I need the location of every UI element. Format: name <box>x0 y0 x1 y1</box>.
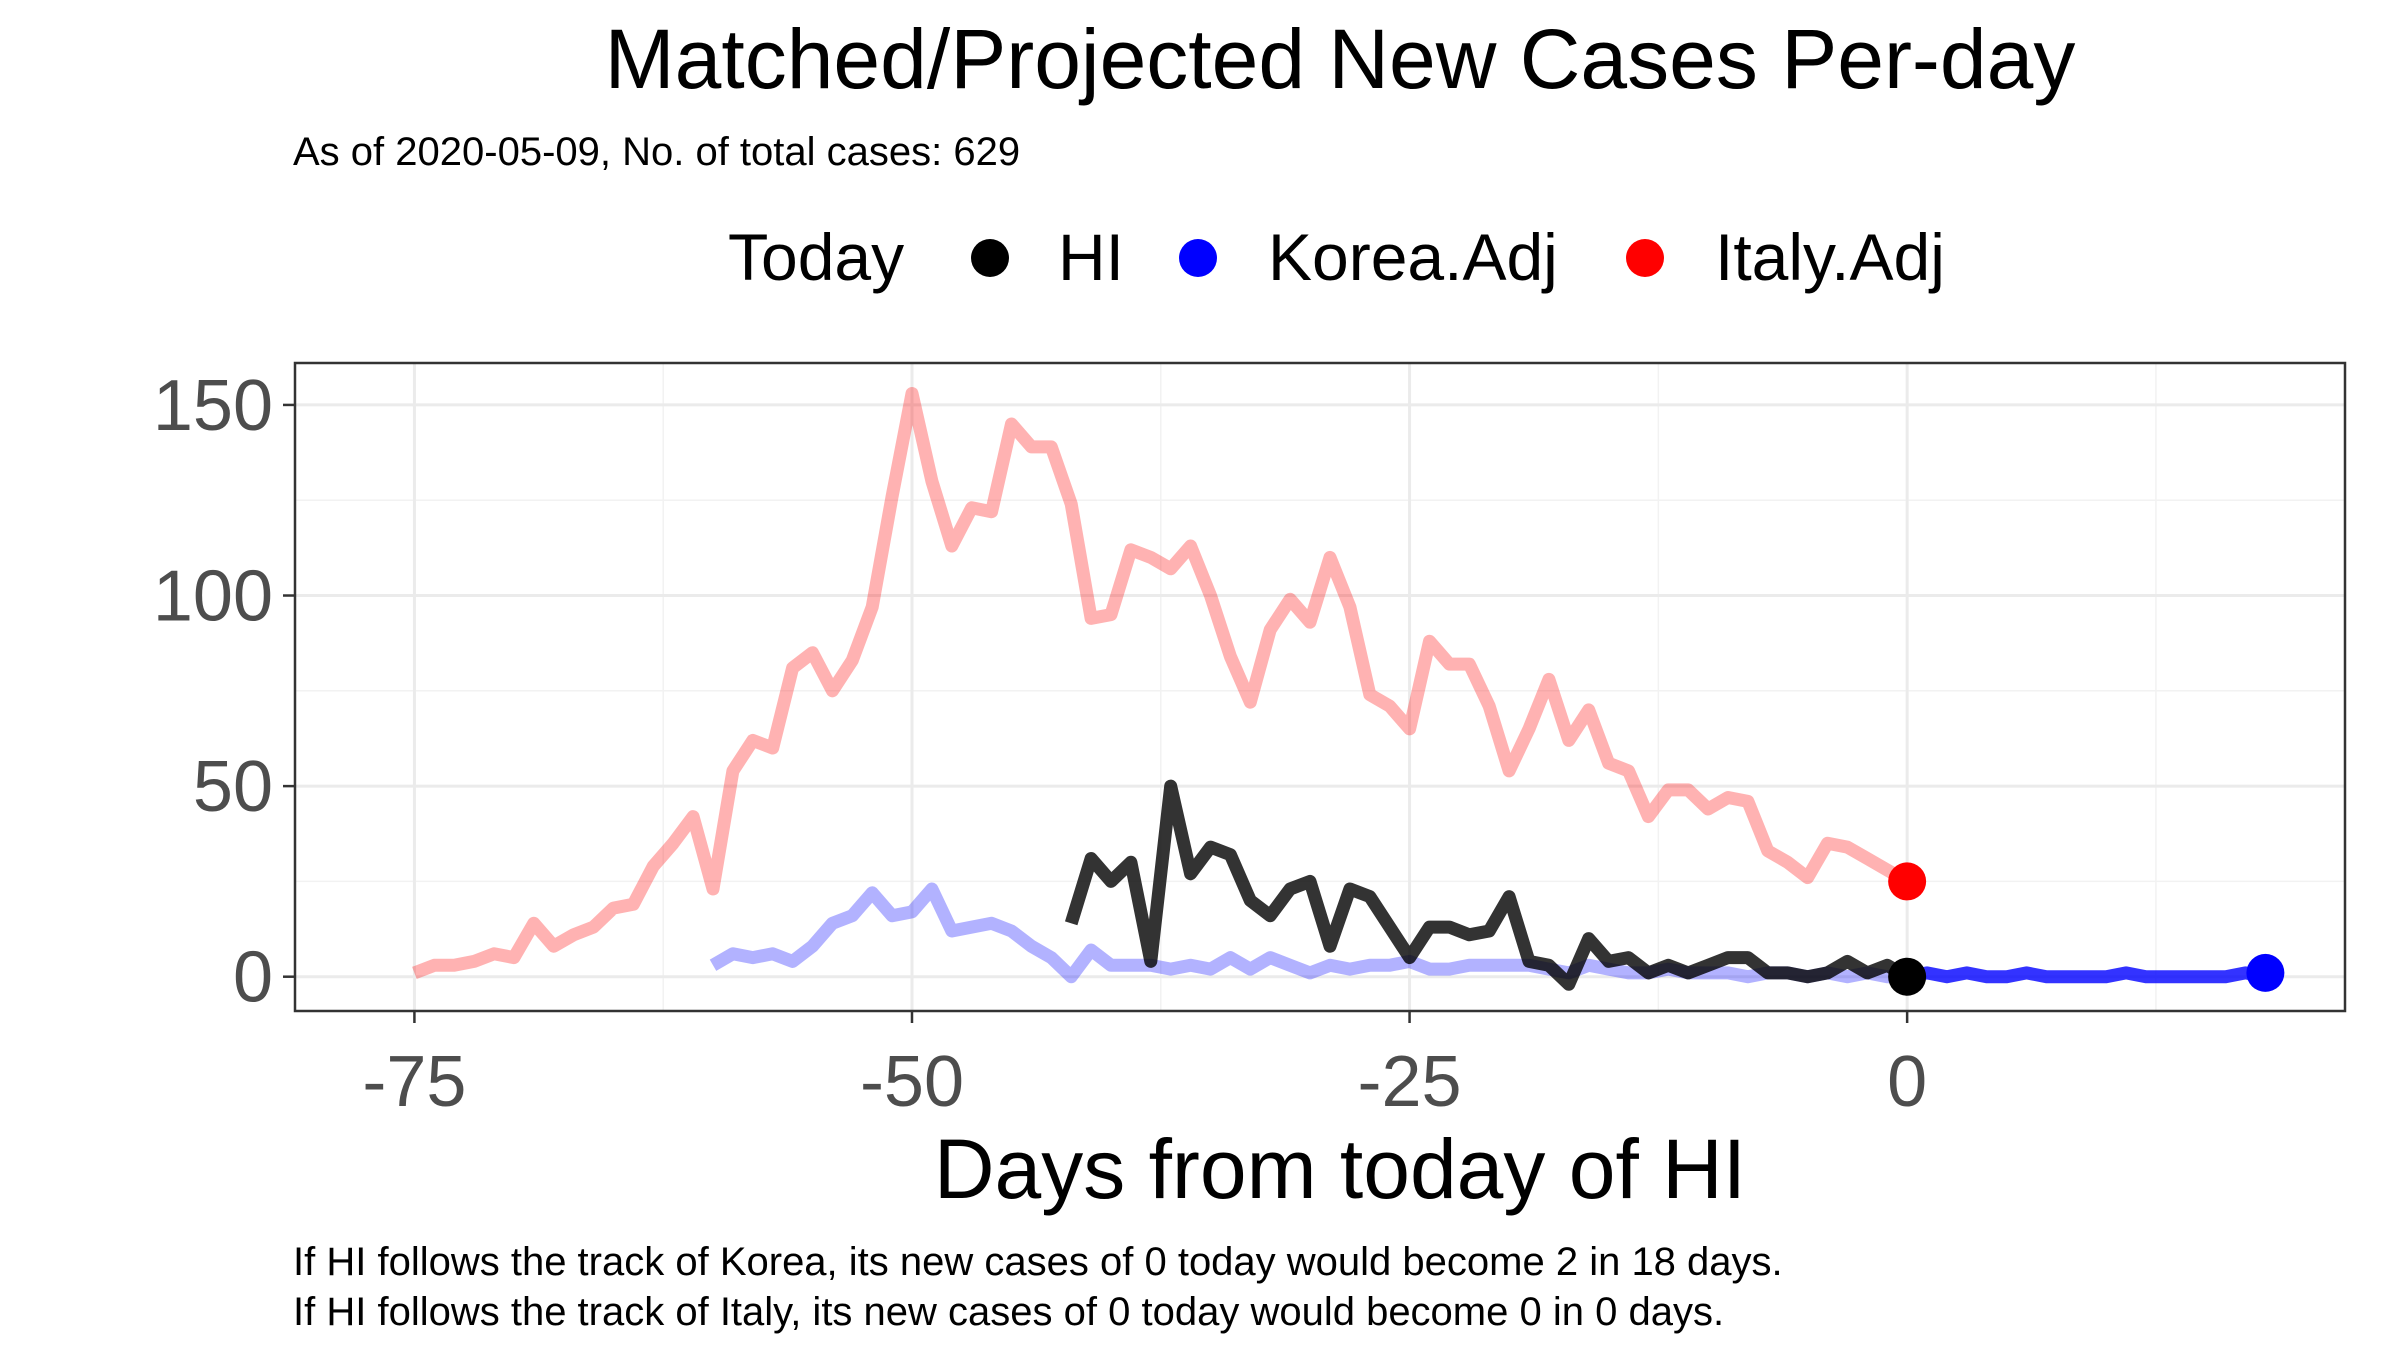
chart-subtitle: As of 2020-05-09, No. of total cases: 62… <box>293 130 1020 174</box>
x-tick-label: 0 <box>1887 1042 1927 1122</box>
series-line-korea-adj-projection <box>1905 966 2267 984</box>
x-axis: -75 -50 -25 0 <box>362 1011 1927 1122</box>
legend-label-korea: Korea.Adj <box>1268 220 1558 294</box>
caption-italy: If HI follows the track of Italy, its ne… <box>293 1290 1724 1334</box>
x-tick-label: -75 <box>362 1042 466 1122</box>
y-axis: 0 50 100 150 <box>153 366 295 1018</box>
legend-key-korea <box>1179 239 1217 277</box>
grid-minor <box>295 363 2345 1011</box>
caption-korea: If HI follows the track of Korea, its ne… <box>293 1240 1783 1284</box>
series-line-hi <box>1064 779 1911 991</box>
x-tick-label: -25 <box>1358 1042 1462 1122</box>
series-layer <box>412 387 2267 991</box>
y-tick-label: 100 <box>153 557 273 637</box>
series-line-italy-adj <box>412 387 1911 979</box>
point-italy-adj <box>1888 862 1927 901</box>
legend-title: Today <box>728 220 904 294</box>
y-tick-label: 50 <box>193 747 273 827</box>
points-layer <box>1888 862 2285 996</box>
legend-label-italy: Italy.Adj <box>1715 220 1945 294</box>
legend-label-hi: HI <box>1058 220 1124 294</box>
y-tick-label: 0 <box>233 938 273 1018</box>
chart-title: Matched/Projected New Cases Per-day <box>605 12 2076 106</box>
point-hi <box>1888 957 1927 996</box>
point-korea-adj <box>2246 953 2285 992</box>
y-tick-label: 150 <box>153 366 273 446</box>
series-line-korea-adj <box>709 882 1908 984</box>
legend: Today HI Korea.Adj Italy.Adj <box>728 220 1945 294</box>
x-axis-title: Days from today of HI <box>934 1122 1746 1216</box>
legend-key-italy <box>1626 239 1664 277</box>
x-tick-label: -50 <box>860 1042 964 1122</box>
legend-key-hi <box>971 239 1009 277</box>
plot-panel-border <box>293 361 2347 1013</box>
